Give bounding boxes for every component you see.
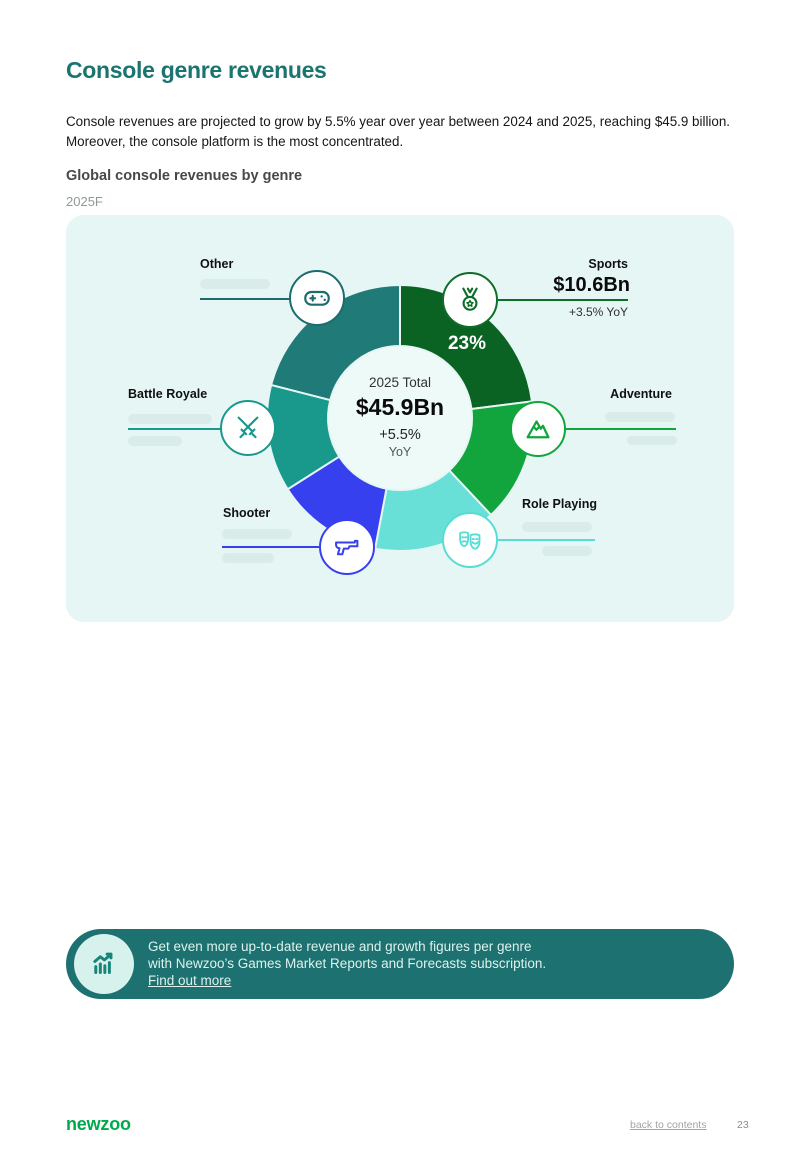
bar-chart-icon (93, 952, 113, 974)
medal-icon (462, 287, 478, 311)
redacted-value-pill (605, 412, 675, 422)
pistol-icon (335, 539, 359, 556)
genre-label-role-playing: Role Playing (522, 497, 598, 511)
gamepad-icon (304, 290, 330, 306)
callout-line (222, 546, 320, 548)
callout-line (497, 539, 595, 541)
total-value: $45.9Bn (355, 394, 445, 420)
chart-heading: Global console revenues by genre (66, 168, 303, 184)
crossed-swords-icon-circle (220, 400, 276, 456)
callout-line (564, 428, 676, 430)
banner-line1: Get even more up-to-date revenue and gro… (148, 939, 532, 954)
page-number: 23 (737, 1119, 749, 1131)
total-growth-unit: YoY (388, 445, 412, 459)
genre-label-sports: Sports (588, 257, 628, 271)
total-growth: +5.5% (379, 427, 421, 443)
redacted-value-pill (200, 279, 270, 289)
genre-label-battle-royale: Battle Royale (128, 387, 208, 401)
pistol-icon-circle (319, 519, 375, 575)
sports-share-label: 23% (447, 333, 487, 354)
promo-banner: Get even more up-to-date revenue and gro… (66, 929, 734, 999)
callout-line (128, 428, 224, 430)
banner-icon-circle (74, 934, 134, 994)
page-title: Console genre revenues (66, 57, 327, 83)
redacted-value-pill (222, 529, 292, 539)
redacted-value-pill (627, 436, 677, 445)
gamepad-icon-circle (289, 270, 345, 326)
redacted-value-pill (522, 522, 592, 532)
newzoo-logo: newzoo (66, 1114, 131, 1134)
banner-text: Get even more up-to-date revenue and gro… (148, 938, 546, 989)
redacted-value-pill (128, 414, 212, 424)
back-to-contents-link[interactable]: back to contents (630, 1119, 707, 1131)
redacted-value-pill (222, 553, 274, 563)
donut-chart (266, 283, 534, 552)
genre-label-adventure: Adventure (610, 387, 672, 401)
mountain-icon (526, 420, 550, 439)
genre-label-other: Other (200, 257, 234, 271)
sports-growth-value: +3.5% YoY (568, 305, 628, 319)
donut-segment-other (269, 283, 401, 402)
mountain-icon-circle (510, 401, 566, 457)
intro-text: Console revenues are projected to grow b… (66, 114, 731, 149)
chart-period-label: 2025F (66, 194, 103, 209)
find-out-more-link[interactable]: Find out more (148, 973, 232, 988)
total-label: 2025 Total (368, 375, 432, 390)
theater-masks-icon-circle (442, 512, 498, 568)
donut-center-label: 2025 Total $45.9Bn +5.5% YoY (300, 375, 500, 459)
chart-panel: 2025 Total $45.9Bn +5.5% YoY 23% Other S… (66, 215, 734, 622)
redacted-value-pill (542, 546, 592, 556)
genre-label-shooter: Shooter (223, 506, 271, 520)
theater-masks-icon (459, 531, 481, 550)
donut-hole (329, 347, 471, 489)
callout-line (200, 298, 293, 300)
medal-icon-circle (442, 272, 498, 328)
callout-line (496, 299, 628, 301)
crossed-swords-icon (237, 416, 259, 439)
redacted-value-pill (128, 436, 182, 446)
sports-revenue-value: $10.6Bn (553, 274, 630, 296)
banner-line2: with Newzoo’s Games Market Reports and F… (148, 956, 547, 971)
